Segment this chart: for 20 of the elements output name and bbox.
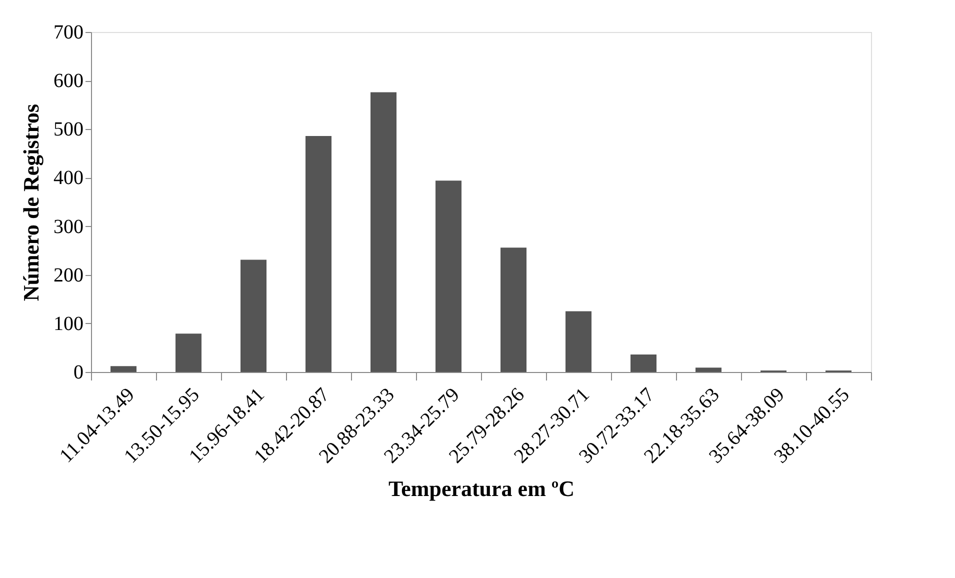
bar <box>696 368 722 372</box>
y-axis-title: Número de Registros <box>18 103 44 302</box>
y-tick-label: 500 <box>54 118 84 141</box>
bar <box>566 311 592 372</box>
bar <box>306 136 332 372</box>
bar <box>500 248 526 372</box>
y-tick-label: 400 <box>54 167 84 190</box>
x-axis-title: Temperatura em ºC <box>388 476 575 501</box>
bar <box>370 92 396 372</box>
y-tick-label: 700 <box>54 22 84 44</box>
y-tick-label: 300 <box>54 216 84 238</box>
bar <box>176 334 202 372</box>
bar <box>240 260 266 372</box>
y-tick-label: 100 <box>54 312 84 335</box>
y-tick-label: 200 <box>54 264 84 286</box>
y-tick-label: 600 <box>54 70 84 92</box>
bar <box>110 366 136 372</box>
y-tick-label: 0 <box>74 362 84 384</box>
bar <box>436 180 462 372</box>
bar <box>630 354 656 372</box>
